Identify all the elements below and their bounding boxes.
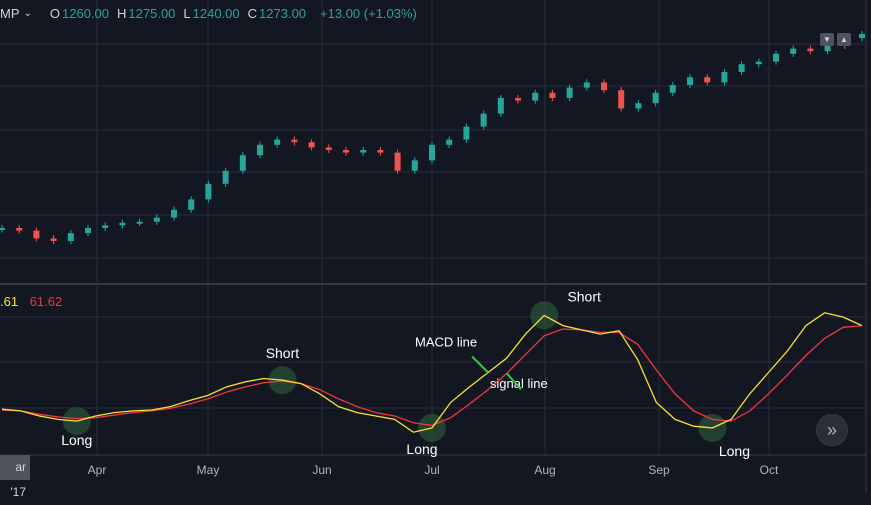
- candle: [859, 34, 865, 39]
- x-tick-label: Aug: [534, 463, 555, 477]
- candle: [755, 61, 762, 65]
- macd-line: [1, 312, 863, 433]
- x-tick-label: Jul: [424, 463, 439, 477]
- candle: [652, 92, 659, 104]
- ohlc-high-value: 1275.00: [128, 5, 176, 21]
- ohlc-close-value: 1273.00: [259, 5, 307, 21]
- candle: [360, 150, 367, 153]
- candle: [325, 147, 332, 150]
- candle: [411, 160, 418, 171]
- ohlc-open-value: 1260.00: [62, 5, 110, 21]
- price-series: [0, 30, 865, 245]
- candle: [773, 53, 779, 62]
- chart-canvas[interactable]: Long Short Long Short Long MACD line signal li…: [0, 0, 871, 493]
- candle: [601, 82, 607, 91]
- candle: [205, 183, 212, 200]
- candle: [85, 228, 91, 234]
- candle: [480, 113, 487, 127]
- ohlc-high-key: H: [117, 5, 127, 21]
- x-tick-label: Oct: [760, 463, 779, 477]
- candle: [721, 72, 728, 83]
- arrow-icon: [506, 372, 522, 391]
- candle: [308, 142, 315, 148]
- candle: [257, 144, 263, 156]
- candle: [0, 228, 5, 230]
- candle: [239, 155, 246, 171]
- candle: [790, 48, 797, 54]
- signal-line: [1, 324, 863, 427]
- candle: [618, 90, 625, 109]
- annotation-label: Short: [266, 345, 300, 361]
- x-axis: Apr May Jun Jul Aug Sep Oct: [88, 463, 779, 477]
- candle: [16, 228, 23, 231]
- price-legend: MP ⌄ O 1260.00 H 1275.00 L 1240.00 C 1273.00…: [0, 4, 417, 22]
- maximize-icon[interactable]: ▲: [837, 33, 851, 46]
- candle: [807, 48, 814, 52]
- macd-pane: Long Short Long Short Long MACD line signal li…: [1, 288, 863, 459]
- candle: [687, 77, 693, 85]
- x-tick-label: Jun: [312, 463, 331, 477]
- symbol-label[interactable]: MP: [0, 5, 20, 21]
- candle: [343, 150, 349, 153]
- x-tick-label: Apr: [88, 463, 107, 477]
- candle: [824, 46, 831, 52]
- candle: [188, 199, 195, 210]
- candle: [446, 139, 453, 145]
- candle: [669, 85, 676, 93]
- chevron-down-icon[interactable]: ⌄: [23, 7, 32, 19]
- candle: [738, 64, 745, 72]
- candle: [635, 103, 642, 109]
- current-date-label: ar '17: [0, 455, 30, 499]
- candle: [33, 230, 40, 239]
- ohlc-open-key: O: [49, 5, 61, 21]
- candle: [463, 126, 470, 140]
- candle: [153, 217, 160, 222]
- candle: [566, 87, 573, 98]
- candle: [583, 82, 590, 88]
- ohlc-low-value: 1240.00: [192, 5, 240, 21]
- ohlc-close-key: C: [247, 5, 258, 21]
- candle: [704, 77, 711, 83]
- signal-value: 61.62: [29, 294, 63, 309]
- candle: [429, 144, 435, 161]
- candle: [50, 238, 57, 241]
- candle: [394, 152, 401, 171]
- price-change: +13.00 (+1.03%): [320, 5, 417, 21]
- macd-legend: .61 61.62: [0, 294, 62, 309]
- candle: [222, 170, 229, 184]
- annotation-label: signal line: [490, 376, 548, 391]
- annotation-label: Long: [406, 441, 437, 457]
- candle: [497, 98, 504, 114]
- candle: [291, 139, 298, 143]
- candle: [274, 139, 281, 145]
- candle: [136, 221, 143, 224]
- collapse-icon[interactable]: ▼: [820, 33, 834, 46]
- candle: [119, 222, 126, 226]
- ohlc-low-key: L: [183, 5, 191, 21]
- arrow-icon: [471, 355, 489, 374]
- candle: [515, 98, 521, 101]
- grid: [0, 0, 867, 493]
- candle: [67, 233, 74, 241]
- candle: [171, 209, 177, 218]
- annotation-label: Short: [567, 288, 601, 304]
- scroll-to-realtime-button[interactable]: »: [816, 414, 848, 446]
- annotation-label: Long: [61, 432, 92, 448]
- x-tick-label: May: [197, 463, 220, 477]
- candle: [102, 225, 109, 228]
- x-tick-label: Sep: [648, 463, 670, 477]
- candle: [532, 92, 539, 101]
- candle: [377, 150, 384, 153]
- annotation-label: Long: [719, 443, 750, 459]
- candle: [549, 92, 556, 98]
- annotation-label: MACD line: [415, 335, 477, 350]
- macd-value: .61: [0, 294, 19, 309]
